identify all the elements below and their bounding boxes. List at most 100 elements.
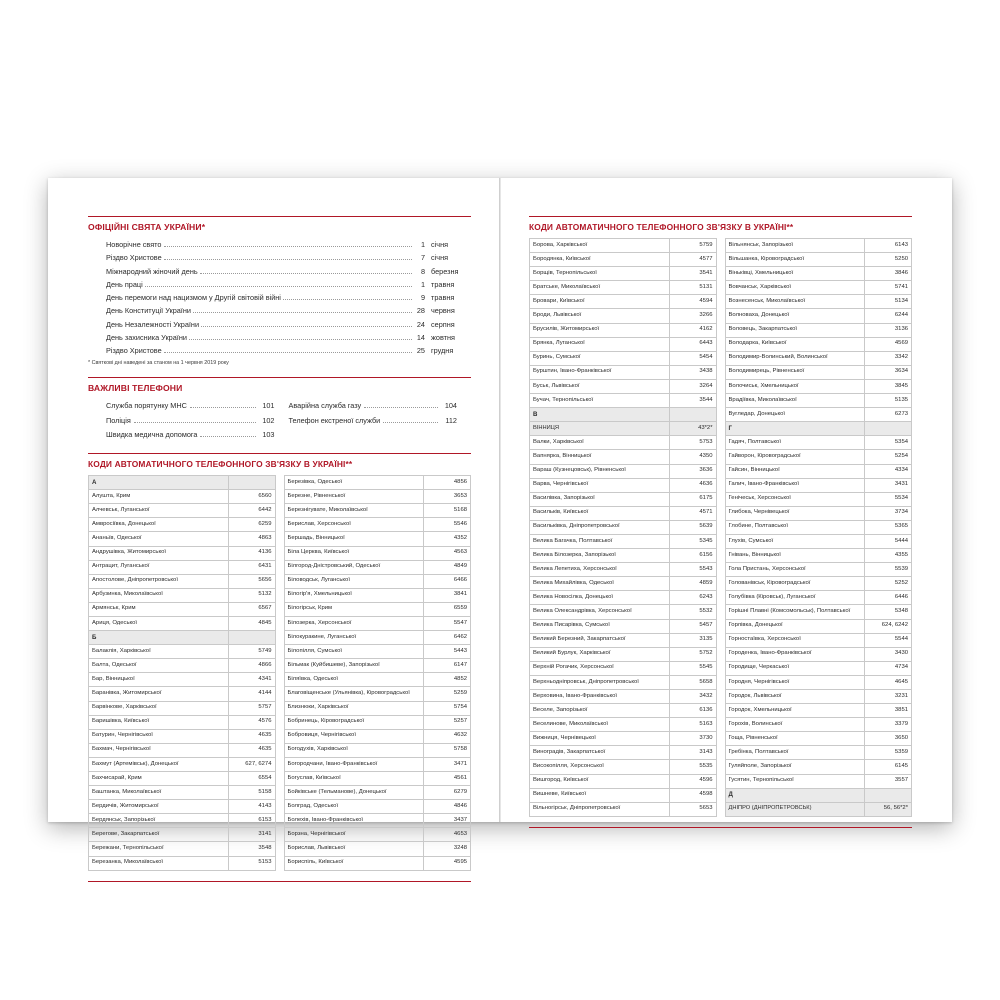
area-code: 4569 (864, 336, 912, 352)
letter-heading-row: В (529, 407, 717, 423)
codes-title-right: КОДИ АВТОМАТИЧНОГО ТЕЛЕФОННОГО ЗВ'ЯЗКУ В… (529, 222, 794, 232)
city-name: Бориспіль, Київської (283, 855, 424, 871)
holiday-row: День Конституції України 28 червня (106, 304, 471, 317)
city-name: Березнігувате, Миколаївської (283, 503, 424, 519)
table-row: Василівка, Запорізької 6175 (529, 491, 717, 507)
area-code: 5759 (668, 237, 717, 254)
area-code: 4598 (668, 787, 717, 803)
area-code: 4645 (864, 674, 912, 691)
area-code: 56, 56*2* (864, 801, 912, 817)
letter-code-cell (864, 421, 912, 437)
city-name: Біла Церква, Київської (283, 545, 424, 561)
table-row: Березнігувате, Миколаївської 5168 (283, 503, 471, 519)
codes-column-left-2: Березівка, Одеської 4856 Березне, Рівненсь… (283, 475, 471, 871)
phones-section: ВАЖЛИВІ ТЕЛЕФОНИ Служба порятунку МНС 101… (88, 377, 471, 442)
codes-section-left: КОДИ АВТОМАТИЧНОГО ТЕЛЕФОННОГО ЗВ'ЯЗКУ В… (88, 453, 471, 882)
holidays-section: ОФІЦІЙНІ СВЯТА УКРАЇНИ* Новорічне свято 1… (88, 216, 471, 366)
city-name: Березанка, Миколаївської (88, 855, 229, 871)
table-row: Березанка, Миколаївської 5153 (88, 855, 276, 871)
city-name: Бровари, Київської (529, 294, 670, 310)
phone-name: Поліція (106, 415, 131, 425)
area-code: 4571 (668, 505, 717, 521)
holiday-day: 28 (416, 306, 425, 316)
area-code: 3471 (423, 756, 471, 773)
city-name: Бородянка, Київської (529, 252, 670, 268)
area-code: 5254 (864, 449, 912, 465)
holiday-name: День Конституції України (106, 306, 191, 316)
area-code: 3557 (864, 773, 912, 789)
table-row: Велика Олександрівка, Херсонської 5532 (529, 604, 717, 620)
holidays-footnote: * Святкові дні наведені за станом на 1 ч… (88, 360, 229, 367)
phones-columns: Служба порятунку МНС 101 Поліція 102 Швидка … (106, 399, 471, 442)
area-code: 5457 (668, 618, 717, 634)
table-row: Городок, Хмельницької 3851 (724, 703, 912, 719)
city-name: Біляївка, Одеської (283, 672, 424, 688)
table-row: Білокуракине, Луганської 6462 (283, 630, 471, 646)
city-name: Віньківці, Хмельницької (724, 266, 865, 282)
city-name: Городище, Черкаської (724, 660, 865, 676)
holiday-month: грудня (431, 346, 454, 356)
table-row: Гоща, Рівненської 3650 (724, 731, 912, 747)
letter-label: Д (724, 787, 865, 803)
city-name: Верхній Рогачик, Херсонської (529, 660, 670, 676)
table-row: Галич, Івано-Франківської 3431 (724, 477, 912, 493)
table-row: Горохів, Волинської 3379 (724, 717, 912, 733)
table-row: Бучач, Тернопільської 3544 (529, 393, 717, 409)
table-row: Бахмут (Артемівськ), Донецької 627, 6274 (88, 756, 276, 773)
area-code: 5444 (864, 533, 912, 550)
area-code: 3248 (423, 841, 471, 857)
area-code: 5546 (423, 517, 471, 533)
city-name: Бердянськ, Запорізької (88, 813, 229, 829)
city-name: Буринь, Сумської (529, 350, 670, 366)
table-row: Васильківка, Дніпропетровської 5639 (529, 519, 717, 535)
table-row: Бердянськ, Запорізької 6153 (88, 813, 276, 829)
leader-dots (383, 418, 438, 423)
table-row: Бережани, Тернопільської 3548 (88, 841, 276, 857)
table-row: Варва, Чернігівської 4636 (529, 477, 717, 493)
leader-dots (189, 403, 256, 409)
area-code: 3634 (864, 364, 912, 380)
city-name: Гуляйполе, Запорізької (724, 759, 865, 775)
letter-code-cell (864, 787, 912, 803)
table-row: Білогір'я, Хмельницької 3841 (283, 587, 471, 603)
codes-column-left-1: А Алушта, Крим 6560 Алчевськ, Луганської 644… (88, 475, 276, 871)
table-row: Апостолове, Дніпропетровської 5656 (88, 573, 276, 589)
city-name: Амвросіївка, Донецької (88, 517, 229, 533)
leader-dots (192, 308, 412, 314)
book-spread: ОФІЦІЙНІ СВЯТА УКРАЇНИ* Новорічне свято 1… (48, 178, 952, 882)
area-code: 6466 (423, 573, 471, 589)
area-code: 3438 (668, 364, 717, 380)
phone-number: 102 (262, 415, 275, 425)
table-row: Виноградів, Закарпатської 3143 (529, 745, 717, 761)
city-name: Велика Олександрівка, Херсонської (529, 604, 670, 620)
city-name: Велика Багачка, Полтавської (529, 533, 670, 550)
city-name: Вапнярка, Вінницької (529, 449, 670, 465)
table-row: Горлівка, Донецької 624, 6242 (724, 618, 912, 634)
table-row: Бурштин, Івано-Франківської 3438 (529, 364, 717, 380)
city-name: Білогір'я, Хмельницької (283, 587, 424, 603)
city-name: Гребінка, Полтавської (724, 745, 865, 761)
table-row: ДНІПРО (ДНІПРОПЕТРОВСЬК) 56, 56*2* (724, 801, 912, 817)
city-name: Болград, Одеської (283, 799, 424, 815)
city-name: Ананьїв, Одеської (88, 531, 229, 547)
letter-label: Г (724, 421, 865, 437)
area-code: 5758 (423, 742, 471, 758)
city-name: Гайсин, Вінницької (724, 463, 865, 479)
table-row: Березне, Рівненської 3653 (283, 489, 471, 505)
area-code: 3636 (668, 463, 717, 479)
city-name: Голованівськ, Кіровоградської (724, 576, 865, 592)
table-row: Велика Писарівка, Сумської 5457 (529, 618, 717, 634)
city-name: Більмак (Куйбишеве), Запорізької (283, 658, 424, 674)
table-row: Бершадь, Вінницької 4352 (283, 531, 471, 547)
city-name: Гоща, Рівненської (724, 731, 865, 747)
area-code: 4856 (423, 475, 471, 491)
city-name: Болехів, Івано-Франківської (283, 813, 424, 829)
area-code: 3730 (668, 731, 717, 747)
table-row: Борщів, Тернопільської 3541 (529, 266, 717, 282)
phones-column-2: Аварійна служба газу 104 Телефон екстреної… (289, 399, 472, 442)
codes-table: Вільнянськ, Запорізької 6143 Вільшанка, Кі… (724, 237, 912, 817)
holiday-month: червня (431, 306, 455, 316)
city-name: Велика Михайлівка, Одеської (529, 576, 670, 592)
area-code: 5752 (668, 646, 717, 662)
city-name: Васильківка, Дніпропетровської (529, 519, 670, 535)
